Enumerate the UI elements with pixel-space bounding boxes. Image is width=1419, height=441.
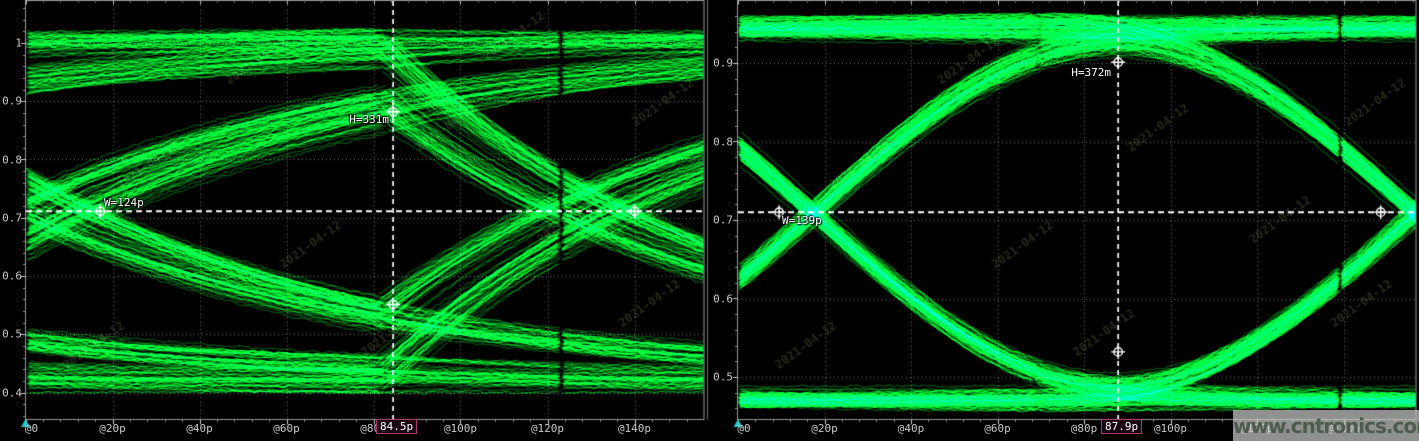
eye-panel-left[interactable] — [0, 0, 707, 441]
eye-panel-right[interactable] — [707, 0, 1419, 441]
cursor-time-box-left[interactable]: 84.5p — [376, 419, 418, 434]
cursor-time-box-right[interactable]: 87.9p — [1101, 419, 1143, 434]
